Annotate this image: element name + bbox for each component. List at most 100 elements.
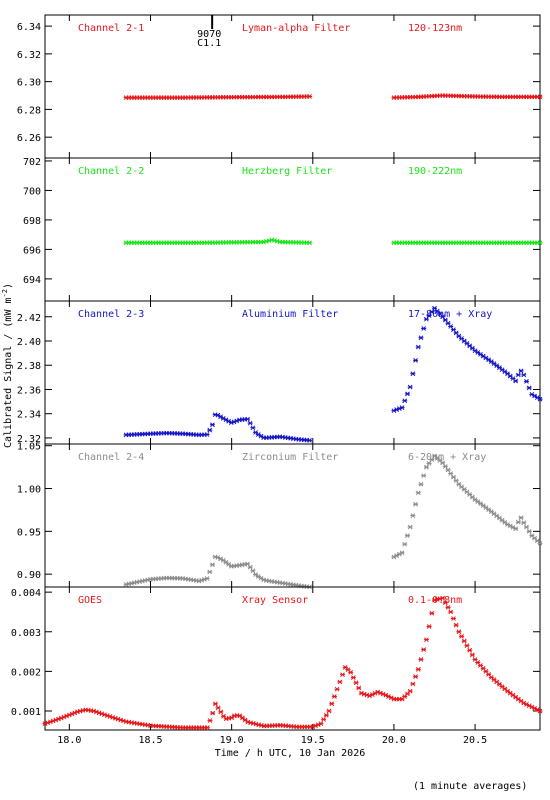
data-point	[415, 344, 421, 350]
y-tick-label: 0.001	[11, 707, 41, 718]
data-point	[318, 721, 324, 727]
data-point	[421, 473, 427, 479]
data-point	[423, 316, 429, 322]
panel-label: Aluminium Filter	[242, 309, 338, 320]
data-point	[537, 708, 543, 714]
data-point	[445, 604, 451, 610]
data-point	[518, 698, 524, 704]
data-point	[469, 652, 475, 658]
panel-label: Channel 2-2	[78, 166, 144, 177]
y-tick-label: 694	[23, 275, 41, 286]
y-tick-label: 6.32	[17, 50, 41, 61]
data-point	[453, 330, 459, 336]
data-point	[464, 643, 470, 648]
data-point	[402, 398, 408, 404]
y-tick-label: 0.004	[11, 588, 41, 599]
y-tick-label: 2.38	[17, 361, 41, 372]
data-point	[418, 657, 424, 662]
data-point	[204, 725, 210, 730]
x-tick-label: 20.0	[382, 735, 406, 746]
data-point	[399, 550, 405, 556]
data-point	[413, 674, 419, 680]
y-tick-label: 2.36	[17, 385, 41, 396]
data-point	[459, 634, 465, 639]
x-tick-label: 18.0	[57, 735, 81, 746]
data-point	[450, 616, 456, 621]
data-point	[510, 692, 516, 698]
panel-frame	[44, 300, 541, 445]
data-point	[334, 686, 340, 692]
data-point	[407, 384, 413, 390]
data-point	[245, 416, 251, 422]
data-point	[404, 391, 410, 397]
panel-label: 190-222nm	[408, 166, 462, 177]
data-point	[537, 240, 543, 246]
data-point	[245, 561, 251, 567]
data-point	[348, 670, 354, 675]
panel-label: Channel 2-3	[78, 309, 144, 320]
data-point	[429, 309, 435, 315]
data-point	[247, 420, 253, 426]
data-point	[445, 467, 451, 473]
data-point	[442, 464, 448, 469]
data-point	[445, 320, 451, 326]
data-point	[515, 519, 521, 525]
y-tick-label: 6.34	[17, 22, 41, 33]
data-point	[323, 712, 329, 718]
data-point	[329, 701, 335, 707]
y-tick-label: 0.003	[11, 628, 41, 639]
data-point	[526, 528, 532, 534]
data-point	[356, 685, 362, 691]
data-point	[421, 326, 427, 331]
panel-label: Channel 2-4	[78, 452, 144, 463]
data-point	[426, 624, 432, 629]
data-point	[450, 327, 456, 333]
data-point	[321, 717, 327, 722]
data-point	[521, 372, 527, 378]
data-point	[207, 427, 213, 433]
data-point	[418, 335, 424, 341]
data-point	[307, 94, 313, 99]
y-tick-label: 0.002	[11, 667, 41, 678]
data-point	[399, 405, 405, 410]
y-axis-label: Calibrated Signal / (mW m-2)	[1, 283, 14, 448]
data-point	[518, 368, 524, 374]
y-tick-label: 698	[23, 216, 41, 227]
data-point	[453, 478, 459, 484]
data-point	[215, 705, 221, 711]
data-point	[426, 313, 432, 318]
x-tick-label: 19.5	[301, 735, 325, 746]
panel-frame	[44, 443, 541, 588]
y-tick-label: 1.00	[17, 485, 41, 496]
data-point	[515, 696, 521, 702]
panel-label: Lyman-alpha Filter	[242, 23, 350, 34]
panel-label: 17-80nm + Xray	[408, 309, 492, 320]
panel-label: Xray Sensor	[242, 595, 308, 606]
data-point	[407, 524, 413, 530]
data-point	[204, 432, 210, 437]
data-point	[212, 701, 218, 707]
data-point	[426, 461, 432, 466]
data-point	[448, 324, 454, 329]
data-point	[210, 710, 216, 716]
data-point	[307, 438, 313, 443]
data-point	[467, 647, 473, 653]
y-tick-label: 6.28	[17, 105, 41, 116]
data-point	[337, 679, 343, 685]
data-point	[537, 540, 543, 546]
data-point	[410, 681, 416, 687]
data-point	[461, 638, 467, 644]
data-point	[229, 715, 235, 721]
data-point	[413, 501, 419, 507]
event-marker-label: 9070	[197, 29, 221, 40]
data-point	[415, 667, 421, 672]
data-point	[450, 474, 456, 480]
panel-frame	[44, 14, 541, 159]
data-point	[407, 688, 413, 694]
data-point	[526, 385, 532, 391]
data-point	[326, 708, 332, 714]
panel-label: Herzberg Filter	[242, 166, 332, 177]
y-tick-label: 2.40	[17, 337, 41, 348]
data-point	[423, 637, 429, 643]
data-point	[410, 371, 416, 377]
